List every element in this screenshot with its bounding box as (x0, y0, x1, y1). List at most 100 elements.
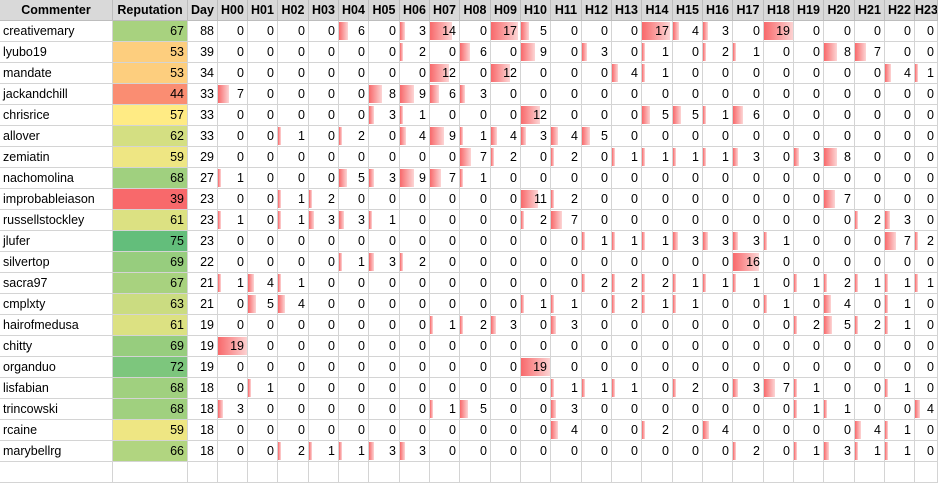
hour-cell-h02[interactable]: 1 (278, 273, 309, 294)
hour-cell-h05[interactable]: 0 (369, 294, 400, 315)
hour-cell-h19[interactable]: 0 (794, 21, 824, 42)
hour-cell-h02[interactable]: 4 (278, 294, 309, 315)
empty-cell[interactable] (824, 462, 855, 483)
hour-cell-h10[interactable]: 0 (521, 273, 551, 294)
hour-cell-h00[interactable]: 3 (218, 399, 248, 420)
hour-cell-h14[interactable]: 17 (642, 21, 673, 42)
hour-cell-h20[interactable]: 8 (824, 42, 855, 63)
hour-cell-h14[interactable]: 0 (642, 210, 673, 231)
column-header-h06[interactable]: H06 (400, 0, 430, 21)
reputation-cell[interactable]: 57 (113, 105, 188, 126)
commenter-cell[interactable]: nachomolina (0, 168, 113, 189)
hour-cell-h23[interactable]: 0 (915, 378, 938, 399)
hour-cell-h20[interactable]: 7 (824, 189, 855, 210)
empty-cell[interactable] (551, 462, 582, 483)
hour-cell-h19[interactable]: 0 (794, 420, 824, 441)
hour-cell-h19[interactable]: 1 (794, 399, 824, 420)
hour-cell-h01[interactable]: 0 (248, 210, 278, 231)
column-header-h14[interactable]: H14 (642, 0, 673, 21)
hour-cell-h00[interactable]: 0 (218, 42, 248, 63)
hour-cell-h07[interactable]: 0 (430, 210, 460, 231)
hour-cell-h20[interactable]: 3 (824, 441, 855, 462)
hour-cell-h02[interactable]: 1 (278, 189, 309, 210)
reputation-cell[interactable]: 61 (113, 210, 188, 231)
hour-cell-h03[interactable]: 3 (309, 210, 339, 231)
hour-cell-h21[interactable]: 0 (855, 252, 885, 273)
hour-cell-h08[interactable]: 1 (460, 168, 491, 189)
hour-cell-h01[interactable]: 0 (248, 84, 278, 105)
hour-cell-h14[interactable]: 0 (642, 126, 673, 147)
hour-cell-h15[interactable]: 5 (673, 105, 703, 126)
hour-cell-h22[interactable]: 1 (885, 441, 915, 462)
hour-cell-h21[interactable]: 0 (855, 357, 885, 378)
reputation-cell[interactable]: 39 (113, 189, 188, 210)
hour-cell-h12[interactable]: 0 (582, 399, 612, 420)
hour-cell-h09[interactable]: 0 (491, 357, 521, 378)
hour-cell-h05[interactable]: 0 (369, 63, 400, 84)
hour-cell-h07[interactable]: 9 (430, 126, 460, 147)
hour-cell-h11[interactable]: 0 (551, 105, 582, 126)
hour-cell-h16[interactable]: 0 (703, 441, 733, 462)
hour-cell-h16[interactable]: 0 (703, 336, 733, 357)
hour-cell-h03[interactable]: 0 (309, 399, 339, 420)
hour-cell-h05[interactable]: 0 (369, 399, 400, 420)
hour-cell-h02[interactable]: 0 (278, 315, 309, 336)
hour-cell-h03[interactable]: 0 (309, 315, 339, 336)
hour-cell-h21[interactable]: 4 (855, 420, 885, 441)
hour-cell-h14[interactable]: 1 (642, 294, 673, 315)
hour-cell-h22[interactable]: 0 (885, 399, 915, 420)
empty-cell[interactable] (218, 462, 248, 483)
hour-cell-h05[interactable]: 0 (369, 42, 400, 63)
hour-cell-h21[interactable]: 1 (855, 273, 885, 294)
reputation-cell[interactable]: 61 (113, 315, 188, 336)
empty-cell[interactable] (733, 462, 764, 483)
column-header-h17[interactable]: H17 (733, 0, 764, 21)
hour-cell-h08[interactable]: 0 (460, 105, 491, 126)
commenter-cell[interactable]: mandate (0, 63, 113, 84)
hour-cell-h02[interactable]: 0 (278, 84, 309, 105)
hour-cell-h18[interactable]: 19 (764, 21, 794, 42)
hour-cell-h07[interactable]: 0 (430, 42, 460, 63)
hour-cell-h04[interactable]: 0 (339, 189, 369, 210)
reputation-cell[interactable]: 53 (113, 42, 188, 63)
hour-cell-h05[interactable]: 1 (369, 210, 400, 231)
hour-cell-h16[interactable]: 1 (703, 105, 733, 126)
hour-cell-h12[interactable]: 0 (582, 336, 612, 357)
empty-cell[interactable] (794, 462, 824, 483)
column-header-h18[interactable]: H18 (764, 0, 794, 21)
hour-cell-h12[interactable]: 0 (582, 210, 612, 231)
hour-cell-h20[interactable]: 0 (824, 21, 855, 42)
hour-cell-h11[interactable]: 0 (551, 336, 582, 357)
reputation-cell[interactable]: 62 (113, 126, 188, 147)
hour-cell-h09[interactable]: 0 (491, 84, 521, 105)
hour-cell-h10[interactable]: 12 (521, 105, 551, 126)
hour-cell-h14[interactable]: 0 (642, 378, 673, 399)
hour-cell-h07[interactable]: 0 (430, 105, 460, 126)
hour-cell-h08[interactable]: 0 (460, 252, 491, 273)
hour-cell-h06[interactable]: 2 (400, 252, 430, 273)
hour-cell-h13[interactable]: 2 (612, 273, 642, 294)
hour-cell-h10[interactable]: 0 (521, 399, 551, 420)
hour-cell-h17[interactable]: 0 (733, 357, 764, 378)
hour-cell-h04[interactable]: 0 (339, 315, 369, 336)
hour-cell-h19[interactable]: 0 (794, 42, 824, 63)
hour-cell-h03[interactable]: 0 (309, 168, 339, 189)
empty-cell[interactable] (188, 462, 218, 483)
day-cell[interactable]: 18 (188, 399, 218, 420)
hour-cell-h23[interactable]: 0 (915, 357, 938, 378)
hour-cell-h09[interactable]: 17 (491, 21, 521, 42)
hour-cell-h11[interactable]: 2 (551, 147, 582, 168)
hour-cell-h12[interactable]: 0 (582, 147, 612, 168)
hour-cell-h06[interactable]: 9 (400, 84, 430, 105)
hour-cell-h06[interactable]: 3 (400, 21, 430, 42)
hour-cell-h12[interactable]: 0 (582, 21, 612, 42)
hour-cell-h06[interactable]: 0 (400, 420, 430, 441)
hour-cell-h06[interactable]: 0 (400, 147, 430, 168)
day-cell[interactable]: 39 (188, 42, 218, 63)
empty-cell[interactable] (460, 462, 491, 483)
reputation-cell[interactable]: 68 (113, 378, 188, 399)
hour-cell-h01[interactable]: 0 (248, 252, 278, 273)
hour-cell-h06[interactable]: 0 (400, 63, 430, 84)
hour-cell-h13[interactable]: 0 (612, 399, 642, 420)
hour-cell-h03[interactable]: 0 (309, 21, 339, 42)
